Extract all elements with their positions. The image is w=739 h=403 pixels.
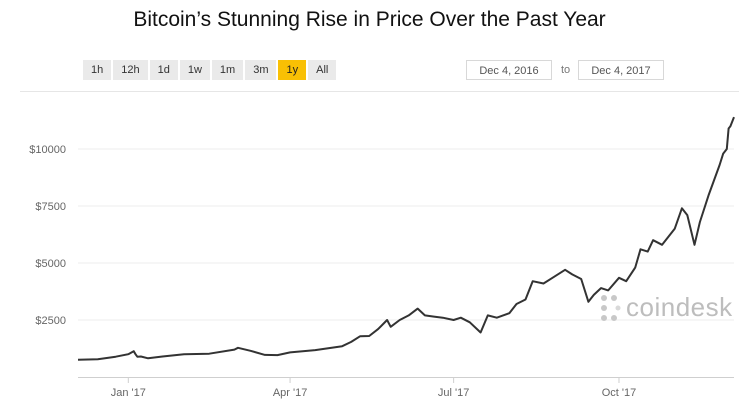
chart-title: Bitcoin’s Stunning Rise in Price Over th… — [133, 8, 606, 31]
time-range-selector: 1h 12h 1d 1w 1m 3m 1y All — [83, 60, 337, 80]
header-divider — [20, 91, 739, 92]
range-button-3m[interactable]: 3m — [245, 60, 277, 80]
x-tick-label: Oct '17 — [602, 387, 637, 399]
range-button-1m[interactable]: 1m — [211, 60, 244, 80]
grid-lines — [78, 148, 734, 321]
x-tick-label: Jan '17 — [111, 387, 146, 399]
range-button-1y[interactable]: 1y — [278, 60, 307, 80]
date-range-to-label: to — [561, 64, 571, 76]
range-button-12h[interactable]: 12h — [113, 60, 148, 80]
date-to-input[interactable]: Dec 4, 2017 — [578, 60, 664, 80]
x-tick-label: Apr '17 — [273, 387, 308, 399]
range-button-all[interactable]: All — [308, 60, 337, 80]
y-tick-label: $10000 — [29, 144, 66, 156]
series-line-bitcoin-price — [77, 116, 735, 361]
y-axis-ticks: $2500 $5000 $7500 $10000 — [29, 144, 66, 327]
y-tick-label: $5000 — [35, 258, 66, 270]
date-from-input[interactable]: Dec 4, 2016 — [466, 60, 552, 80]
x-axis-ticks: Jan '17 Apr '17 Jul '17 Oct '17 — [111, 377, 636, 399]
y-tick-label: $7500 — [35, 201, 66, 213]
y-tick-label: $2500 — [35, 315, 66, 327]
range-button-1d[interactable]: 1d — [149, 60, 178, 80]
range-button-1h[interactable]: 1h — [83, 60, 112, 80]
coindesk-watermark: coindesk — [600, 292, 733, 323]
x-tick-label: Jul '17 — [438, 387, 469, 399]
range-button-1w[interactable]: 1w — [179, 60, 210, 80]
coindesk-dots-icon — [601, 294, 621, 321]
coindesk-wordmark: coindesk — [626, 292, 733, 322]
